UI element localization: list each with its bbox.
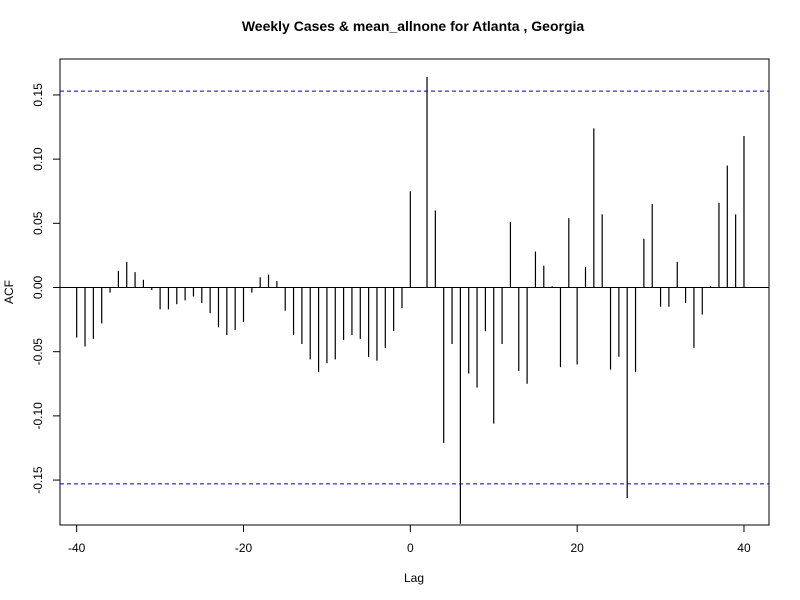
x-axis: -40 -20 0 20 40 xyxy=(68,525,751,555)
x-tick-label: -40 xyxy=(68,541,86,555)
x-tick-label: 0 xyxy=(407,541,414,555)
x-axis-label: Lag xyxy=(404,571,424,585)
y-tick-label: 0.15 xyxy=(31,83,45,107)
y-tick-label: -0.05 xyxy=(31,338,45,366)
y-tick-label: -0.10 xyxy=(31,402,45,430)
plot-frame xyxy=(59,58,770,526)
x-tick-label: 20 xyxy=(570,541,584,555)
chart-title: Weekly Cases & mean_allnone for Atlanta … xyxy=(242,18,585,34)
x-tick-label: 40 xyxy=(737,541,751,555)
y-axis-label: ACF xyxy=(2,280,16,304)
x-tick-label: -20 xyxy=(235,541,253,555)
y-tick-label: 0.10 xyxy=(31,147,45,171)
acf-bars xyxy=(76,76,745,524)
y-tick-label: 0.00 xyxy=(31,276,45,300)
y-axis: -0.15 -0.10 -0.05 0.00 0.05 0.10 0.15 xyxy=(31,83,60,494)
y-tick-label: -0.15 xyxy=(31,466,45,494)
y-tick-label: 0.05 xyxy=(31,211,45,235)
